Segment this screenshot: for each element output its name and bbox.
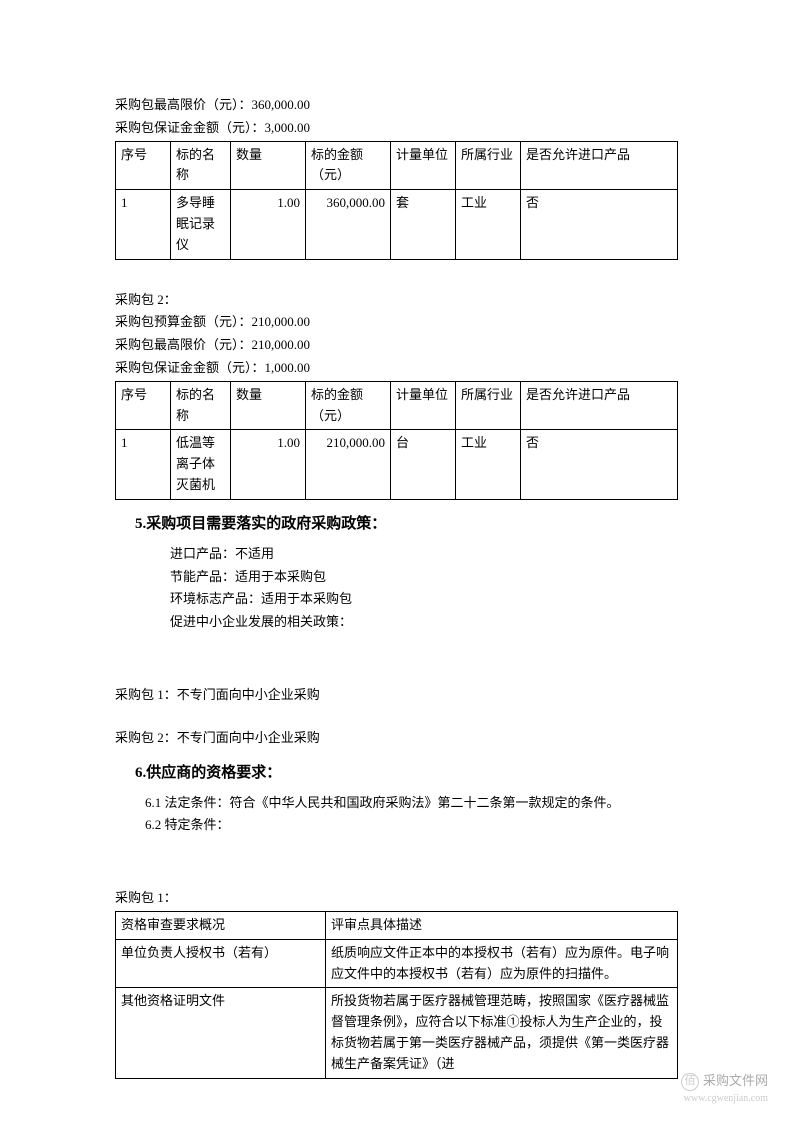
th-amount: 标的金额（元） (306, 141, 391, 190)
watermark-text: 采购文件网 (703, 1071, 768, 1092)
table-header-row: 资格审查要求概况 评审点具体描述 (116, 911, 678, 939)
section5-heading: 5.采购项目需要落实的政府采购政策： (135, 512, 678, 536)
policy-import: 进口产品：不适用 (170, 544, 678, 565)
table-header-row: 序号 标的名称 数量 标的金额（元） 计量单位 所属行业 是否允许进口产品 (116, 381, 678, 430)
watermark-logo-icon: 佰 (681, 1073, 699, 1091)
pkg2-title: 采购包 2： (115, 290, 678, 311)
th-industry: 所属行业 (456, 381, 521, 430)
cell-amount: 360,000.00 (306, 190, 391, 259)
cell-qty: 1.00 (231, 430, 306, 499)
cell-req: 单位负责人授权书（若有） (116, 939, 326, 988)
th-seq: 序号 (116, 141, 171, 190)
th-unit: 计量单位 (391, 381, 456, 430)
cell-import: 否 (521, 190, 678, 259)
th-import: 是否允许进口产品 (521, 381, 678, 430)
policy-energy: 节能产品：适用于本采购包 (170, 567, 678, 588)
watermark-url: www.cgwenjian.com (684, 1091, 768, 1107)
th-name: 标的名称 (171, 141, 231, 190)
pkg1-deposit: 采购包保证金金额（元）：3,000.00 (115, 118, 678, 139)
th-name: 标的名称 (171, 381, 231, 430)
cell-industry: 工业 (456, 190, 521, 259)
cell-amount: 210,000.00 (306, 430, 391, 499)
qualification-table: 资格审查要求概况 评审点具体描述 单位负责人授权书（若有） 纸质响应文件正本中的… (115, 911, 678, 1079)
cell-name: 低温等离子体灭菌机 (171, 430, 231, 499)
cell-import: 否 (521, 430, 678, 499)
table-header-row: 序号 标的名称 数量 标的金额（元） 计量单位 所属行业 是否允许进口产品 (116, 141, 678, 190)
cell-seq: 1 (116, 430, 171, 499)
pkg2-max-price: 采购包最高限价（元）：210,000.00 (115, 335, 678, 356)
cell-desc: 所投货物若属于医疗器械管理范畴，按照国家《医疗器械监督管理条例》，应符合以下标准… (326, 988, 678, 1078)
table-row: 1 低温等离子体灭菌机 1.00 210,000.00 台 工业 否 (116, 430, 678, 499)
policy-sme: 促进中小企业发展的相关政策： (170, 612, 678, 633)
sec6-pkg1-label: 采购包 1： (115, 888, 678, 909)
cell-name: 多导睡眠记录仪 (171, 190, 231, 259)
pkg1-max-price: 采购包最高限价（元）：360,000.00 (115, 95, 678, 116)
th-unit: 计量单位 (391, 141, 456, 190)
pkg2-budget: 采购包预算金额（元）：210,000.00 (115, 312, 678, 333)
cell-unit: 套 (391, 190, 456, 259)
table-row: 其他资格证明文件 所投货物若属于医疗器械管理范畴，按照国家《医疗器械监督管理条例… (116, 988, 678, 1078)
pkg1-table: 序号 标的名称 数量 标的金额（元） 计量单位 所属行业 是否允许进口产品 1 … (115, 141, 678, 260)
sec6-line1: 6.1 法定条件：符合《中华人民共和国政府采购法》第二十二条第一款规定的条件。 (145, 793, 678, 814)
table-row: 1 多导睡眠记录仪 1.00 360,000.00 套 工业 否 (116, 190, 678, 259)
pkg2-table: 序号 标的名称 数量 标的金额（元） 计量单位 所属行业 是否允许进口产品 1 … (115, 381, 678, 500)
cell-qty: 1.00 (231, 190, 306, 259)
th-desc: 评审点具体描述 (326, 911, 678, 939)
sec5-pkg1-note: 采购包 1：不专门面向中小企业采购 (115, 685, 678, 706)
sec5-pkg2-note: 采购包 2：不专门面向中小企业采购 (115, 728, 678, 749)
th-amount: 标的金额（元） (306, 381, 391, 430)
cell-req: 其他资格证明文件 (116, 988, 326, 1078)
section6-heading: 6.供应商的资格要求： (135, 761, 678, 785)
cell-unit: 台 (391, 430, 456, 499)
th-qty: 数量 (231, 141, 306, 190)
th-industry: 所属行业 (456, 141, 521, 190)
cell-desc: 纸质响应文件正本中的本授权书（若有）应为原件。电子响应文件中的本授权书（若有）应… (326, 939, 678, 988)
th-req: 资格审查要求概况 (116, 911, 326, 939)
watermark: 佰 采购文件网 (681, 1071, 768, 1092)
th-import: 是否允许进口产品 (521, 141, 678, 190)
cell-seq: 1 (116, 190, 171, 259)
policy-env: 环境标志产品：适用于本采购包 (170, 589, 678, 610)
table-row: 单位负责人授权书（若有） 纸质响应文件正本中的本授权书（若有）应为原件。电子响应… (116, 939, 678, 988)
th-qty: 数量 (231, 381, 306, 430)
cell-industry: 工业 (456, 430, 521, 499)
pkg2-deposit: 采购包保证金金额（元）：1,000.00 (115, 358, 678, 379)
th-seq: 序号 (116, 381, 171, 430)
sec6-line2: 6.2 特定条件： (145, 815, 678, 836)
